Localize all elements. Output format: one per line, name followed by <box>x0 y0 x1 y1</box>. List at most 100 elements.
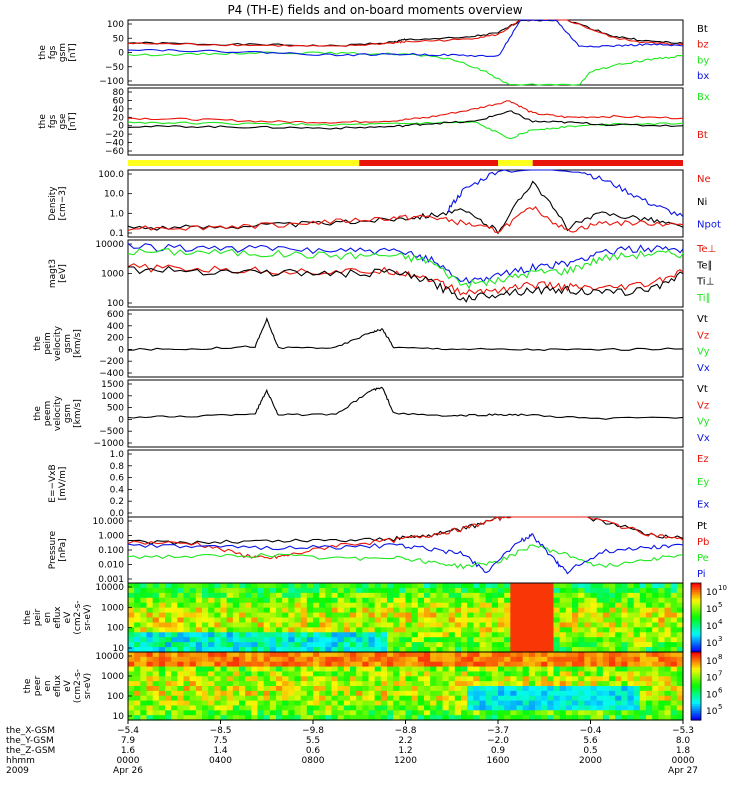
heatmap-cell <box>609 686 616 692</box>
heatmap-cell <box>670 627 678 633</box>
legend-Ni: Ni <box>697 197 707 208</box>
heatmap-cell <box>547 597 555 604</box>
heatmap-cell <box>430 637 437 643</box>
heatmap-cell <box>257 607 265 614</box>
heatmap-cell <box>424 597 431 604</box>
heatmap-cell <box>621 695 629 702</box>
heatmap-cell <box>263 705 271 711</box>
heatmap-cell <box>461 637 468 643</box>
heatmap-cell <box>128 715 135 721</box>
heatmap-cell <box>356 617 363 624</box>
heatmap-cell <box>319 612 326 619</box>
heatmap-cell <box>331 622 339 628</box>
heatmap-cell <box>565 710 573 716</box>
heatmap-cell <box>504 671 511 677</box>
heatmap-cell <box>374 715 382 721</box>
heatmap-cell <box>504 597 511 604</box>
heatmap-cell <box>337 602 345 609</box>
heatmap-cell <box>485 642 493 648</box>
heatmap-cell <box>165 602 172 609</box>
heatmap-cell <box>547 661 555 668</box>
heatmap-cell <box>399 710 407 716</box>
heatmap-cell <box>436 686 444 692</box>
heatmap-cell <box>331 686 339 692</box>
heatmap-cell <box>424 695 431 702</box>
heatmap-cell <box>300 666 308 673</box>
heatmap-cell <box>220 652 228 658</box>
y-tick-label: −200 <box>99 357 124 367</box>
heatmap-cell <box>356 587 363 594</box>
heatmap-cell <box>411 700 419 707</box>
heatmap-cell <box>516 622 524 628</box>
heatmap-cell <box>596 607 604 614</box>
heatmap-cell <box>140 632 148 638</box>
heatmap-cell <box>208 592 215 599</box>
heatmap-cell <box>479 587 487 594</box>
heatmap-cell <box>467 647 474 653</box>
heatmap-cell <box>528 607 536 614</box>
heatmap-cell <box>356 583 363 589</box>
heatmap-cell <box>288 715 296 721</box>
heatmap-cell <box>646 695 653 702</box>
heatmap-cell <box>485 661 493 668</box>
colorbar-segment <box>691 649 701 653</box>
heatmap-cell <box>208 700 215 707</box>
y-tick-label: 1000 <box>101 672 124 682</box>
heatmap-cell <box>609 587 616 594</box>
heatmap-cell <box>621 666 629 673</box>
heatmap-cell <box>652 695 659 702</box>
heatmap-cell <box>362 592 370 599</box>
heatmap-cell <box>442 632 450 638</box>
heatmap-cell <box>208 587 215 594</box>
heatmap-cell <box>128 583 135 589</box>
heatmap-cell <box>491 637 499 643</box>
heatmap-cell <box>177 632 185 638</box>
colorbar-segment <box>691 686 701 689</box>
heatmap-cell <box>294 681 302 687</box>
heatmap-cell <box>528 666 536 673</box>
heatmap-cell <box>306 666 314 673</box>
heatmap-cell <box>411 695 419 702</box>
colorbar-segment <box>691 672 701 676</box>
heatmap-cell <box>646 617 653 624</box>
heatmap-cell <box>479 607 487 614</box>
heatmap-cell <box>313 592 320 599</box>
heatmap-cell <box>430 676 437 682</box>
heatmap-cell <box>232 666 240 673</box>
x-row-value: 5.5 <box>306 736 320 746</box>
heatmap-cell <box>220 690 228 697</box>
heatmap-cell <box>232 607 240 614</box>
heatmap-cell <box>152 695 160 702</box>
heatmap-cell <box>522 647 530 653</box>
heatmap-cell <box>146 632 154 638</box>
heatmap-cell <box>485 647 493 653</box>
heatmap-cell <box>350 695 357 702</box>
heatmap-cell <box>639 647 647 653</box>
heatmap-cell <box>195 637 203 643</box>
heatmap-cell <box>387 656 394 663</box>
heatmap-cell <box>276 602 283 609</box>
heatmap-cell <box>602 637 610 643</box>
heatmap-cell <box>177 690 185 697</box>
heatmap-cell <box>220 710 228 716</box>
y-axis-label: peim <box>43 332 53 355</box>
heatmap-cell <box>405 710 413 716</box>
colorbar-segment <box>691 640 701 644</box>
heatmap-cell <box>171 695 178 702</box>
heatmap-cell <box>134 715 141 721</box>
x-row-value: 1.6 <box>121 746 136 756</box>
y-axis-label: Pressure <box>48 530 58 569</box>
heatmap-cell <box>128 607 135 614</box>
heatmap-cell <box>646 642 653 648</box>
heatmap-cell <box>128 602 135 609</box>
heatmap-cell <box>226 583 234 589</box>
heatmap-cell <box>257 666 265 673</box>
y-tick-label: 0.010 <box>98 561 124 571</box>
heatmap-cell <box>152 661 160 668</box>
heatmap-cell <box>189 695 197 702</box>
heatmap-cell <box>282 612 289 619</box>
heatmap-cell <box>584 612 592 619</box>
heatmap-cell <box>510 666 518 673</box>
heatmap-cell <box>245 617 252 624</box>
heatmap-cell <box>195 642 203 648</box>
